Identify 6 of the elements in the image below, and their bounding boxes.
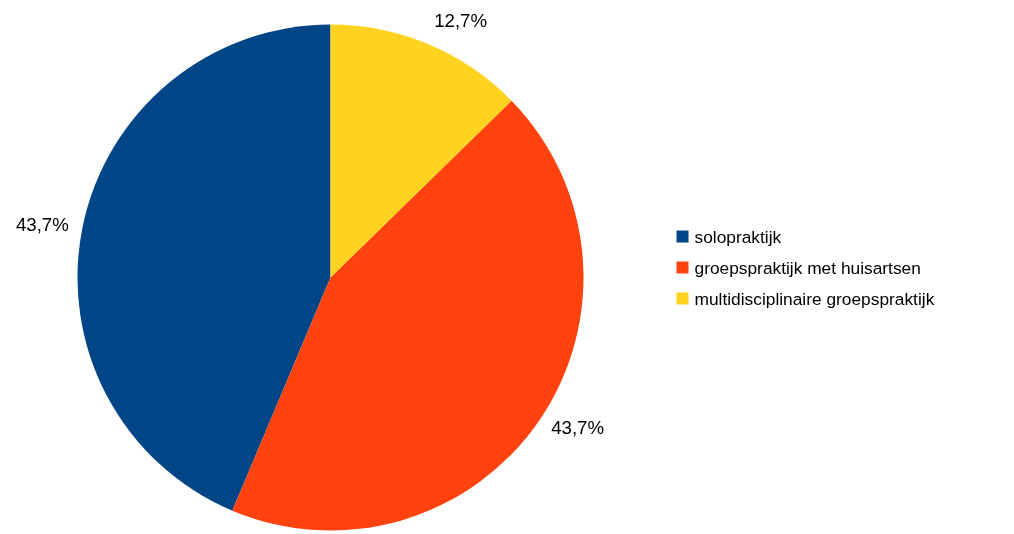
data-label: 43,7% — [551, 417, 605, 439]
data-label: 43,7% — [15, 214, 69, 236]
legend-label: groepspraktijk met huisartsen — [694, 257, 921, 278]
legend-label: multidisciplinaire groepspraktijk — [694, 288, 935, 309]
legend-label: solopraktijk — [694, 226, 782, 247]
data-label: 12,7% — [434, 10, 488, 32]
